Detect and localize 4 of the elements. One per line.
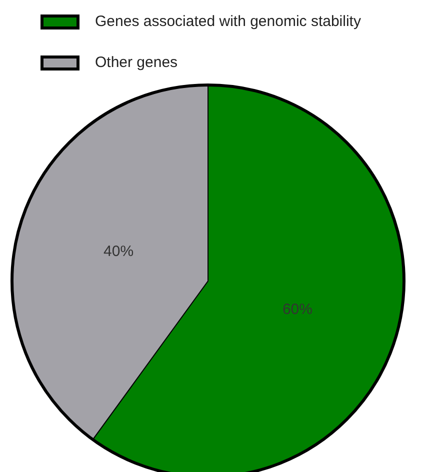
data-label: 60% (282, 301, 312, 318)
legend-label: Other genes (95, 54, 178, 71)
legend-label: Genes associated with genomic stability (95, 12, 362, 30)
data-label: 40% (104, 242, 134, 260)
